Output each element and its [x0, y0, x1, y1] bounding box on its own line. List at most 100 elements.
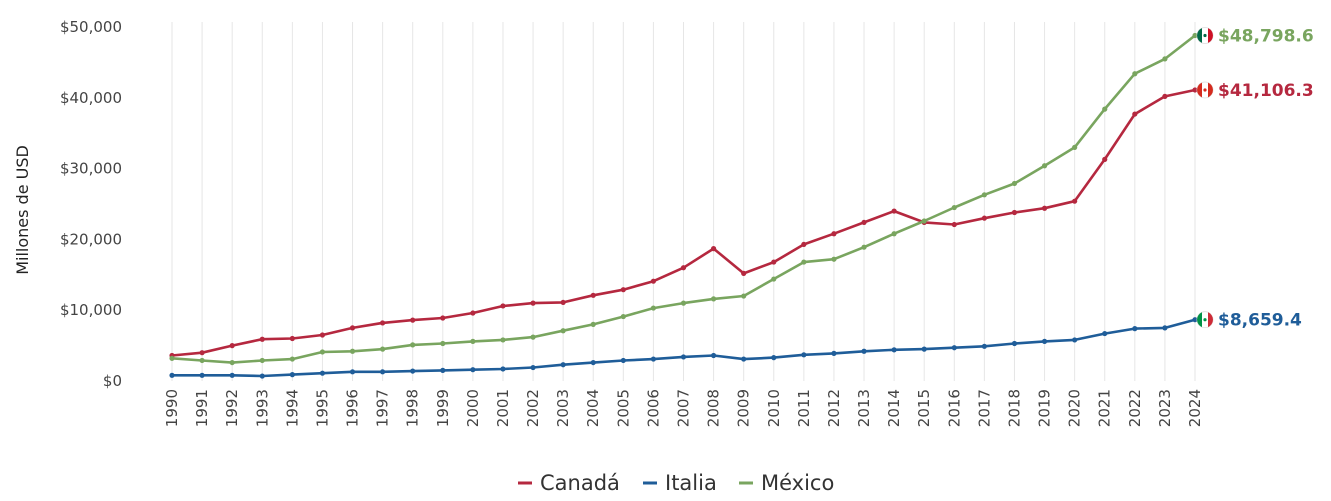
y-tick-label: $30,000 [60, 160, 122, 178]
data-point-canada-1996 [349, 325, 356, 331]
data-point-mexico-2001 [500, 337, 506, 343]
data-point-mexico-2014 [891, 231, 897, 237]
data-point-italia-2013 [861, 348, 867, 354]
data-point-canada-2000 [470, 310, 476, 316]
x-tick-label-2015: 2015 [915, 389, 933, 427]
data-point-canada-2006 [650, 278, 657, 284]
x-tick-label-2018: 2018 [1005, 389, 1023, 427]
data-point-italia-2001 [500, 366, 506, 372]
y-axis-label: Millones de USD [13, 145, 32, 275]
x-tick-label-1991: 1991 [193, 389, 211, 427]
data-point-canada-2022 [1132, 111, 1138, 117]
data-point-italia-1999 [440, 367, 446, 373]
y-tick-label: $10,000 [60, 301, 122, 319]
data-point-mexico-1995 [319, 349, 326, 355]
x-tick-label-2009: 2009 [735, 389, 753, 427]
x-tick-label-2020: 2020 [1066, 389, 1084, 427]
data-point-mexico-2022 [1132, 71, 1138, 77]
data-point-canada-2001 [500, 303, 506, 309]
data-point-canada-2013 [861, 219, 867, 226]
data-point-canada-2002 [530, 300, 536, 306]
legend-label-canada: Canadá [540, 471, 620, 495]
data-point-italia-2011 [801, 352, 807, 358]
data-point-mexico-1992 [229, 359, 235, 366]
data-point-canada-1995 [319, 332, 326, 338]
legend-label-mexico: México [761, 471, 834, 495]
data-point-canada-2009 [741, 270, 747, 276]
data-point-mexico-2011 [801, 259, 807, 265]
data-point-canada-2004 [590, 292, 596, 298]
data-point-canada-1998 [410, 317, 416, 323]
data-point-mexico-2023 [1162, 56, 1168, 62]
data-point-mexico-2017 [981, 192, 987, 198]
flag-icon-italia [1196, 311, 1214, 329]
data-point-italia-2024 [1192, 317, 1198, 323]
data-point-canada-2011 [801, 241, 807, 247]
x-tick-label-2005: 2005 [614, 389, 632, 427]
data-point-mexico-2019 [1041, 163, 1048, 169]
data-point-italia-2009 [741, 356, 747, 362]
data-point-canada-2023 [1162, 93, 1168, 99]
x-tick-label-1994: 1994 [283, 389, 301, 427]
end-labels: $41,106.3 $8,659.4 $48,798.6 [1196, 27, 1314, 331]
x-tick-label-2002: 2002 [524, 389, 542, 427]
data-point-mexico-2007 [680, 300, 687, 306]
data-point-italia-2022 [1132, 326, 1138, 332]
data-point-mexico-2013 [861, 244, 867, 250]
data-point-canada-2019 [1041, 205, 1048, 211]
data-point-mexico-1996 [349, 348, 356, 354]
data-point-italia-2018 [1011, 340, 1018, 347]
x-tick-label-1996: 1996 [344, 389, 362, 427]
data-point-italia-1991 [199, 372, 205, 378]
data-point-mexico-1997 [380, 346, 386, 352]
data-point-canada-2012 [831, 231, 837, 237]
data-point-mexico-2018 [1011, 180, 1018, 187]
y-tick-label: $20,000 [60, 230, 122, 248]
data-point-mexico-2005 [620, 313, 626, 320]
series-lines [169, 32, 1198, 379]
data-point-italia-2017 [981, 343, 987, 349]
end-label-canada: $41,106.3 [1218, 81, 1314, 101]
data-point-italia-1994 [289, 372, 295, 378]
data-point-italia-2002 [530, 364, 536, 371]
data-point-italia-2003 [560, 362, 566, 368]
data-point-mexico-2002 [530, 334, 536, 340]
y-axis: $0 $10,000 $20,000 $30,000 $40,000 $50,000 [60, 18, 122, 390]
x-tick-label-1997: 1997 [374, 389, 392, 427]
data-point-mexico-2003 [560, 328, 566, 334]
data-point-italia-2010 [771, 355, 777, 361]
x-tick-label-2023: 2023 [1156, 389, 1174, 427]
data-point-mexico-2006 [650, 305, 657, 311]
data-point-italia-2007 [680, 354, 687, 360]
data-point-mexico-1993 [259, 357, 265, 364]
data-point-italia-2004 [590, 359, 596, 366]
data-point-italia-2023 [1162, 325, 1168, 331]
data-point-mexico-2010 [771, 276, 777, 282]
x-tick-label-1990: 1990 [163, 389, 181, 427]
data-point-italia-2006 [650, 356, 657, 362]
x-axis: 1990 1991 1992 1993 1994 1995 1996 1997 1998 1999… [163, 389, 1204, 427]
data-point-italia-2016 [951, 345, 957, 351]
data-point-italia-2019 [1041, 338, 1048, 344]
y-tick-label: $0 [103, 372, 122, 390]
x-tick-label-1993: 1993 [253, 389, 271, 427]
x-tick-label-1999: 1999 [434, 389, 452, 427]
y-tick-label: $50,000 [60, 18, 122, 36]
data-point-italia-1997 [380, 369, 386, 375]
x-tick-label-1992: 1992 [223, 389, 241, 427]
x-tick-label-2013: 2013 [855, 389, 873, 427]
data-point-italia-2008 [710, 352, 717, 359]
data-point-italia-1998 [410, 368, 416, 374]
data-point-italia-2020 [1072, 337, 1078, 343]
x-tick-label-2024: 2024 [1186, 389, 1204, 427]
data-point-canada-2020 [1072, 198, 1078, 204]
data-point-canada-2008 [710, 246, 717, 252]
data-point-canada-2024 [1192, 87, 1198, 93]
x-tick-label-2016: 2016 [945, 389, 963, 427]
data-point-italia-2021 [1102, 330, 1108, 337]
data-point-italia-2000 [470, 367, 476, 373]
x-tick-label-2021: 2021 [1096, 389, 1114, 427]
x-tick-label-1995: 1995 [313, 389, 331, 427]
data-point-mexico-1990 [169, 355, 175, 361]
data-point-italia-2014 [891, 347, 897, 353]
